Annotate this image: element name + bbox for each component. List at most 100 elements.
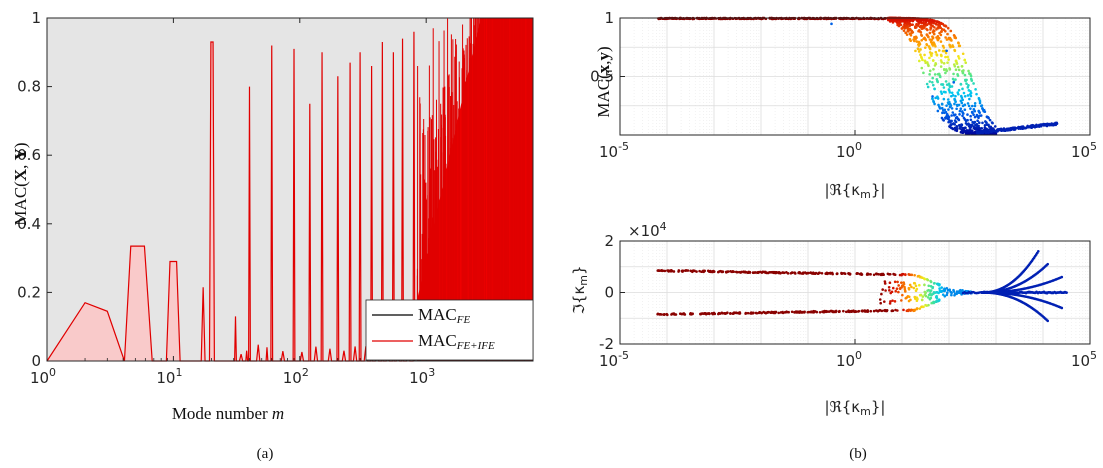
imag-point <box>921 295 925 298</box>
mac-point <box>956 65 960 69</box>
imag-point <box>663 313 666 316</box>
mac-point <box>988 118 992 122</box>
imag-point <box>657 269 661 273</box>
mac-point <box>947 89 951 92</box>
imag-point <box>809 271 813 274</box>
x-tick-label-b-exp: 0 <box>855 349 862 362</box>
mac-point <box>932 32 936 36</box>
mac-point <box>966 86 970 89</box>
imag-point <box>752 311 755 315</box>
imag-point <box>918 283 921 287</box>
mac-point <box>1051 123 1054 126</box>
imag-point <box>918 307 922 310</box>
mac-point <box>953 123 956 126</box>
imag-point <box>885 309 888 312</box>
mac-point <box>917 50 921 53</box>
mac-point <box>947 108 950 111</box>
mac-point <box>946 55 949 59</box>
mac-point <box>970 129 974 133</box>
imag-point <box>902 308 905 312</box>
imag-point <box>673 313 677 316</box>
mac-point <box>951 44 954 47</box>
imag-point <box>820 271 824 275</box>
mac-point <box>934 22 938 25</box>
mac-point <box>968 128 972 131</box>
imag-point <box>888 289 891 292</box>
mac-point <box>955 125 959 128</box>
imag-point <box>915 307 919 310</box>
imag-point <box>893 280 897 284</box>
imag-point <box>945 293 949 297</box>
mac-point <box>985 121 988 125</box>
imag-point <box>777 311 780 315</box>
imag-point <box>897 290 900 294</box>
mac-point <box>933 87 936 91</box>
xlabel-b-bottom: |ℜ{κm}| <box>825 398 886 418</box>
mac-point <box>969 77 973 81</box>
imag-point <box>909 298 912 302</box>
imag-point <box>900 284 904 288</box>
imag-point <box>904 290 907 293</box>
imag-point <box>842 271 846 275</box>
mac-point <box>953 98 957 102</box>
mac-point <box>952 81 955 84</box>
imag-point <box>818 310 822 314</box>
mac-point <box>977 96 981 100</box>
imag-point <box>952 290 956 293</box>
chart-b-bottom: 10-5 100 105-202 ×104 ℑ{κm} |ℜ{κm}| <box>570 220 1097 418</box>
mac-point <box>914 25 917 28</box>
mac-point <box>952 33 956 37</box>
mac-point <box>963 58 967 62</box>
mac-point <box>916 47 920 50</box>
mac-point <box>941 49 945 53</box>
mac-point <box>948 67 951 70</box>
legend-a: MACFE MACFE+IFE <box>365 299 534 361</box>
imag-point <box>660 269 664 272</box>
mac-point <box>949 29 953 33</box>
mac-point <box>916 24 920 27</box>
imag-point <box>891 309 895 313</box>
mac-point <box>963 95 967 98</box>
imag-point <box>920 298 924 302</box>
mac-point <box>1003 128 1007 132</box>
imag-point <box>698 269 701 273</box>
mac-point <box>946 32 949 36</box>
mac-point <box>972 108 976 111</box>
mac-point <box>954 59 958 63</box>
mac-point <box>930 52 934 55</box>
mac-point <box>929 40 933 44</box>
imag-point <box>729 312 732 315</box>
mac-point <box>957 55 960 58</box>
imag-point <box>943 287 947 291</box>
mac-point <box>990 121 994 124</box>
imag-point <box>666 269 669 272</box>
imag-point <box>753 271 757 274</box>
imag-point <box>919 293 923 297</box>
imag-point <box>712 311 716 315</box>
imag-point <box>835 272 839 276</box>
y-tick-label-a: 0.4 <box>17 215 41 233</box>
imag-point <box>712 270 716 273</box>
mac-point <box>950 119 953 123</box>
imag-point <box>910 273 914 277</box>
imag-point <box>884 289 887 292</box>
imag-point <box>937 282 940 286</box>
mac-point <box>955 107 958 111</box>
chart-b-top: 10-5 100 105 0.5 1 MAC(x,y) |ℜ{κm}| <box>590 9 1097 201</box>
points-b-bottom <box>656 250 1068 323</box>
x-tick-label-b-exp: 0 <box>855 140 862 153</box>
imag-point <box>729 270 732 273</box>
mac-point <box>963 73 967 77</box>
mac-point <box>929 26 932 29</box>
imag-point <box>735 270 739 274</box>
imag-point <box>896 280 899 284</box>
x-tick-label-b: 100 <box>836 140 862 161</box>
xlabel-b-top-sub: m <box>860 188 871 201</box>
mac-point <box>936 109 940 113</box>
imag-point <box>921 276 924 280</box>
mac-point <box>931 95 934 98</box>
mac-point <box>940 92 944 95</box>
imag-point <box>883 300 886 303</box>
mac-point <box>938 107 942 110</box>
